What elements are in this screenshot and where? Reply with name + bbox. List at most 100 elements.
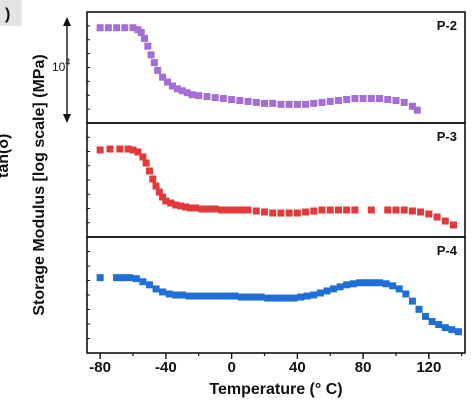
data-point — [318, 206, 326, 214]
panel-label-fragment: ) — [5, 6, 10, 23]
data-point — [96, 24, 104, 32]
data-point — [145, 281, 153, 289]
data-point — [191, 204, 199, 212]
y-tick-exponent: 4 — [65, 57, 70, 67]
data-point — [343, 281, 351, 289]
data-point — [228, 96, 236, 104]
data-point — [449, 221, 457, 229]
data-point — [145, 167, 153, 175]
data-point — [413, 106, 421, 114]
data-point — [257, 293, 265, 301]
data-point — [382, 280, 390, 288]
data-point — [277, 100, 285, 108]
data-point — [96, 146, 104, 154]
data-point — [198, 205, 206, 213]
data-point — [211, 94, 219, 102]
data-point — [104, 24, 112, 32]
data-point — [121, 24, 129, 32]
data-point — [326, 97, 334, 105]
data-point — [195, 92, 203, 100]
series-label-p-2: P-2 — [437, 18, 457, 33]
data-point — [448, 326, 456, 334]
data-point — [144, 42, 152, 50]
data-point — [422, 312, 430, 320]
data-point — [150, 59, 158, 67]
data-point — [134, 148, 142, 156]
data-point — [351, 206, 359, 214]
data-point — [356, 279, 364, 287]
data-point — [428, 318, 436, 326]
data-point — [177, 202, 185, 210]
data-point — [203, 93, 211, 101]
data-point — [334, 206, 342, 214]
data-point — [384, 96, 392, 104]
data-point — [129, 146, 137, 154]
data-point — [129, 24, 137, 32]
data-point — [183, 89, 191, 97]
data-point — [290, 294, 298, 302]
data-point — [343, 206, 351, 214]
data-point — [198, 292, 206, 300]
x-tick-label: 120 — [416, 359, 441, 376]
data-point — [152, 285, 160, 293]
data-point — [270, 294, 278, 302]
data-point — [441, 324, 449, 332]
data-point — [159, 288, 167, 296]
data-point — [139, 278, 147, 286]
data-point — [334, 96, 342, 104]
data-point — [96, 274, 104, 282]
data-point — [172, 201, 180, 209]
data-point — [182, 203, 190, 211]
data-point — [351, 95, 359, 103]
data-point — [302, 100, 310, 108]
data-point — [218, 206, 226, 214]
data-point — [188, 91, 196, 99]
data-point — [376, 279, 384, 287]
data-point — [224, 206, 232, 214]
data-point — [113, 274, 121, 282]
data-point — [147, 51, 155, 59]
data-point — [318, 98, 326, 106]
data-point — [369, 279, 377, 287]
data-point — [126, 274, 134, 282]
data-point — [168, 82, 176, 90]
data-point — [251, 293, 259, 301]
data-point — [159, 73, 167, 81]
data-point — [252, 207, 260, 215]
data-point — [124, 145, 132, 153]
data-point — [155, 188, 163, 196]
data-point — [231, 206, 239, 214]
data-point — [402, 290, 410, 298]
panel-p-4: P-4 — [86, 236, 466, 354]
data-point — [149, 175, 157, 183]
data-point — [326, 206, 334, 214]
data-point — [336, 283, 344, 291]
data-point — [417, 208, 425, 216]
data-point — [172, 291, 180, 299]
data-point — [349, 280, 357, 288]
data-point — [260, 208, 268, 216]
x-axis-title: Temperature (° C) — [209, 381, 342, 398]
data-point — [408, 102, 416, 110]
data-point — [205, 205, 213, 213]
data-point — [116, 145, 124, 153]
panel-label-box — [0, 0, 22, 26]
data-point — [441, 217, 449, 225]
data-point — [252, 98, 260, 106]
data-point — [435, 321, 443, 329]
data-point — [141, 34, 149, 42]
data-point — [297, 293, 305, 301]
data-point — [167, 199, 175, 207]
data-point — [211, 205, 219, 213]
data-point — [392, 206, 400, 214]
data-point — [310, 207, 318, 215]
data-point — [244, 206, 252, 214]
data-point — [178, 87, 186, 95]
data-point — [260, 99, 268, 107]
x-tick-label: 40 — [289, 359, 306, 376]
x-axis: -80 -40 0 40 80 120 — [89, 353, 463, 376]
data-point — [310, 99, 318, 107]
data-point — [454, 328, 462, 336]
data-point — [425, 210, 433, 218]
y-tick-base: 10 — [52, 60, 66, 74]
